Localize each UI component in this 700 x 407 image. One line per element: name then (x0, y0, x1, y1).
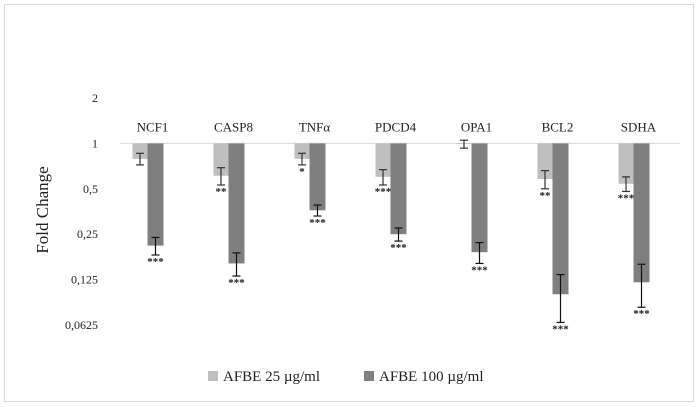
legend-label-afbe-100: AFBE 100 µg/ml (379, 369, 484, 385)
legend: AFBE 25 µg/ml AFBE 100 µg/ml (208, 369, 484, 385)
significance-label: *** (228, 277, 245, 289)
category-label: CASP8 (214, 119, 253, 134)
significance-label: *** (633, 308, 650, 320)
category-label: NCF1 (137, 119, 169, 134)
category-label: PDCD4 (375, 119, 417, 134)
bar-afbe-100 (309, 143, 326, 211)
bar-afbe-25 (618, 143, 634, 184)
y-tick-label: 0,25 (77, 227, 98, 241)
significance-label: ** (540, 190, 552, 202)
significance-label: ** (216, 186, 228, 198)
legend-swatch-afbe-100 (364, 371, 374, 381)
category-label: BCL2 (542, 119, 574, 134)
error-bars (136, 139, 646, 324)
category-label: OPA1 (461, 119, 492, 134)
category-labels: NCF1 CASP8 TNFα PDCD4 OPA1 BCL2 SDHA (137, 119, 657, 134)
significance-label: * (299, 166, 305, 178)
bar-afbe-25 (294, 143, 310, 159)
bar-afbe-100 (228, 143, 245, 264)
significance-label: *** (471, 264, 488, 276)
y-tick-label: 2 (92, 91, 98, 105)
significance-label: *** (309, 217, 326, 229)
bars (132, 143, 650, 295)
y-axis-label: Fold Change (33, 166, 52, 253)
bar-afbe-100 (390, 143, 407, 235)
bar-afbe-100 (147, 143, 164, 246)
significance-label: *** (618, 192, 635, 204)
y-tick-label: 1 (92, 136, 98, 150)
bar-afbe-100 (471, 143, 488, 253)
category-label: TNFα (299, 119, 331, 134)
significance-label: *** (147, 256, 164, 268)
significance-label: *** (552, 323, 569, 335)
significance-labels: ******************************** (147, 166, 650, 336)
y-tick-label: 0,0625 (65, 318, 98, 332)
y-tick-label: 0,5 (83, 182, 98, 196)
bar-afbe-100 (552, 143, 569, 295)
y-tick-labels: 2 1 0,5 0,25 0,125 0,0625 (65, 91, 98, 332)
bar-afbe-25 (132, 143, 148, 159)
y-tick-label: 0,125 (71, 273, 98, 287)
legend-label-afbe-25: AFBE 25 µg/ml (223, 369, 320, 385)
category-label: SDHA (621, 119, 657, 134)
significance-label: *** (375, 186, 392, 198)
chart-frame (4, 4, 694, 402)
bar-afbe-100 (633, 143, 650, 283)
significance-label: *** (390, 242, 407, 254)
legend-swatch-afbe-25 (208, 371, 218, 381)
bar-afbe-25 (375, 143, 391, 177)
